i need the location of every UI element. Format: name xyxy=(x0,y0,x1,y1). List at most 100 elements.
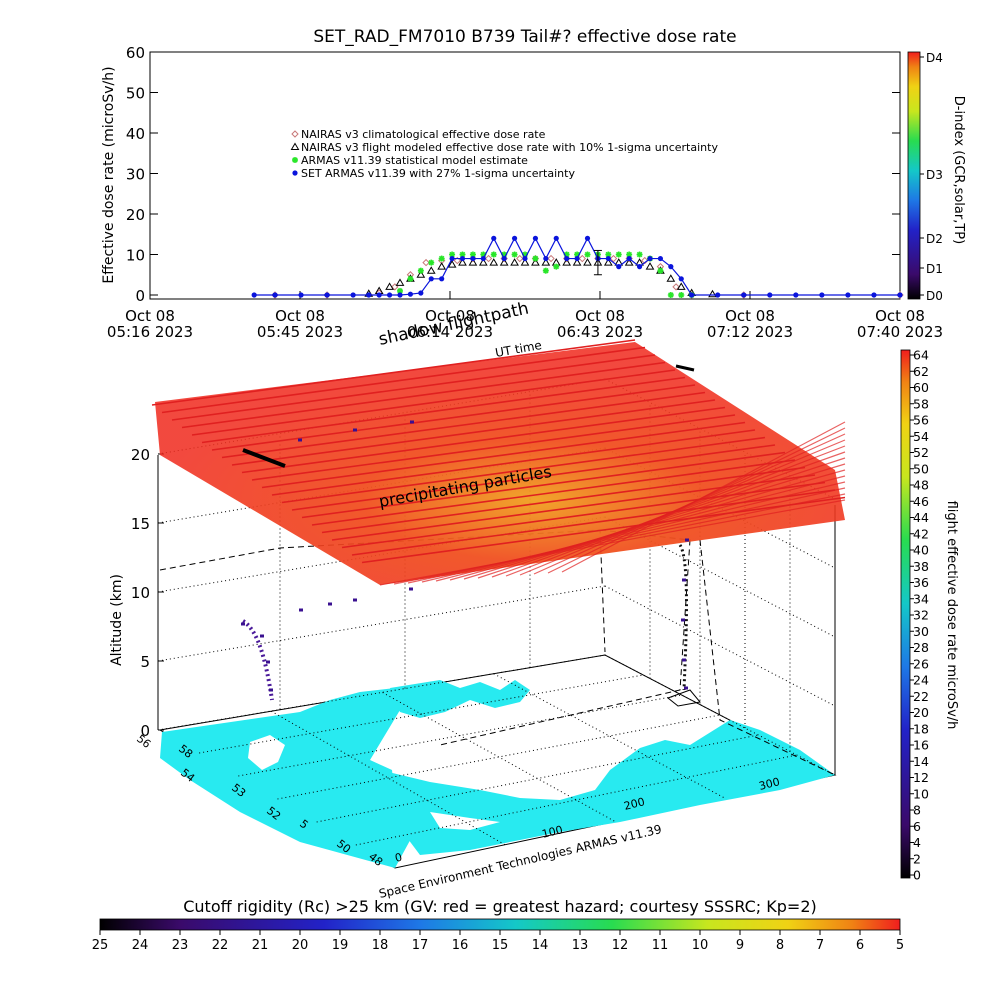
y-tick-label: 30 xyxy=(126,166,145,184)
data-point xyxy=(324,292,330,298)
data-point xyxy=(422,258,430,267)
data-point xyxy=(647,255,653,262)
rigidity-tick-label: 21 xyxy=(252,938,269,953)
dindex-colorbar-bar xyxy=(907,51,921,300)
rigidity-colorbar-bar xyxy=(99,918,901,931)
rigidity-tick-label: 5 xyxy=(896,938,904,953)
data-point xyxy=(478,258,488,266)
data-point xyxy=(641,256,649,265)
rigidity-tick-label: 14 xyxy=(532,938,549,953)
dindex-tick-label: D3 xyxy=(926,168,943,182)
data-point xyxy=(819,292,825,298)
legend: NAIRAS v3 climatological effective dose … xyxy=(290,128,718,180)
series-2 xyxy=(397,251,695,298)
data-point xyxy=(668,264,674,270)
flightpath-dot xyxy=(682,658,686,662)
data-point xyxy=(676,282,686,290)
z-grid-line-back xyxy=(604,654,836,776)
dose-colorbar: 0246810121416182022242628303234363840424… xyxy=(900,348,959,883)
data-point xyxy=(251,292,257,298)
data-point xyxy=(605,255,611,262)
series-layer xyxy=(251,235,904,299)
data-point xyxy=(520,258,530,266)
curtain-line xyxy=(241,406,726,474)
data-point xyxy=(416,270,426,278)
legend-entry: SET ARMAS v11.39 with 27% 1-sigma uncert… xyxy=(301,167,575,180)
legend-entry: NAIRAS v3 flight modeled effective dose … xyxy=(301,141,718,154)
series-line xyxy=(254,236,900,296)
dose-tick-label: 60 xyxy=(913,380,929,395)
dose-tick-label: 16 xyxy=(913,738,929,753)
data-point xyxy=(543,255,549,262)
dindex-colorbar: D4 D3 D2 D1 D0 D-index (GCR,solar,TP) xyxy=(907,51,966,303)
flightpath-dot xyxy=(266,660,270,664)
y-tick-label: 10 xyxy=(126,247,145,265)
data-point xyxy=(511,235,518,241)
lake-west xyxy=(248,735,285,770)
series-3 xyxy=(251,235,903,298)
dose-tick-label: 26 xyxy=(913,656,929,671)
legend-marker xyxy=(291,130,299,138)
flightpath-top-segment xyxy=(242,448,286,468)
curtain-line xyxy=(361,496,846,564)
dose-tick-label: 58 xyxy=(913,396,929,411)
map-grid xyxy=(199,673,797,846)
rigidity-tick-label: 6 xyxy=(856,938,864,953)
dose-tick-label: 56 xyxy=(913,413,929,428)
data-point xyxy=(666,274,676,282)
curtain-line xyxy=(421,481,846,583)
data-point xyxy=(417,267,424,274)
data-point xyxy=(897,292,903,298)
z-tick-label: 5 xyxy=(140,653,150,671)
rigidity-tick-label: 23 xyxy=(172,938,189,953)
data-point xyxy=(447,260,457,268)
data-point xyxy=(578,254,586,263)
data-point xyxy=(541,258,551,266)
data-point xyxy=(609,254,618,263)
data-point xyxy=(438,255,445,262)
dose-tick-label: 38 xyxy=(913,559,929,574)
flightpath-dot xyxy=(353,428,357,432)
dose-tick-label: 40 xyxy=(913,543,929,558)
data-point xyxy=(531,258,540,266)
dose-tick-label: 0 xyxy=(913,868,921,883)
dose-tick-label: 30 xyxy=(913,624,929,639)
data-point xyxy=(428,259,435,266)
data-point xyxy=(708,289,717,298)
curtain-line xyxy=(201,376,686,444)
series-1 xyxy=(364,258,717,298)
dose-tick-label: 18 xyxy=(913,721,929,736)
rigidity-tick-label: 18 xyxy=(372,938,389,953)
data-point xyxy=(298,292,304,298)
curtain-line xyxy=(321,466,806,534)
rigidity-tick-label: 24 xyxy=(132,938,149,953)
data-point xyxy=(615,251,622,258)
data-point xyxy=(459,255,466,262)
dose-tick-label: 12 xyxy=(913,770,929,785)
lon-tick-label: 0 xyxy=(394,851,404,865)
x-tick-time: 06:43 2023 xyxy=(557,323,643,341)
curtain-line xyxy=(221,391,706,459)
dose-tick-label: 4 xyxy=(913,835,921,850)
data-point xyxy=(386,292,393,298)
data-point xyxy=(583,258,592,266)
rigidity-tick-label: 17 xyxy=(412,938,429,953)
data-point xyxy=(468,258,478,266)
rigidity-tick-label: 13 xyxy=(572,938,589,953)
dose-tick-label: 64 xyxy=(913,348,929,363)
legend-marker xyxy=(292,170,298,176)
flightpath-dot xyxy=(260,634,264,638)
data-point xyxy=(532,255,539,262)
legend-entry: NAIRAS v3 climatological effective dose … xyxy=(301,128,546,141)
rigidity-tick-label: 10 xyxy=(692,938,709,953)
rigidity-tick-label: 7 xyxy=(816,938,824,953)
x-tick-date: Oct 08 xyxy=(275,307,325,325)
flightpath-dot xyxy=(328,602,332,606)
flightpath-dot xyxy=(410,420,414,424)
data-point xyxy=(453,256,461,265)
data-point xyxy=(428,276,434,282)
dindex-tick-label: D0 xyxy=(926,289,943,303)
z-tick-label: 20 xyxy=(131,446,150,464)
y-tick-label: 40 xyxy=(126,125,145,143)
dose-tick-label: 2 xyxy=(913,851,921,866)
